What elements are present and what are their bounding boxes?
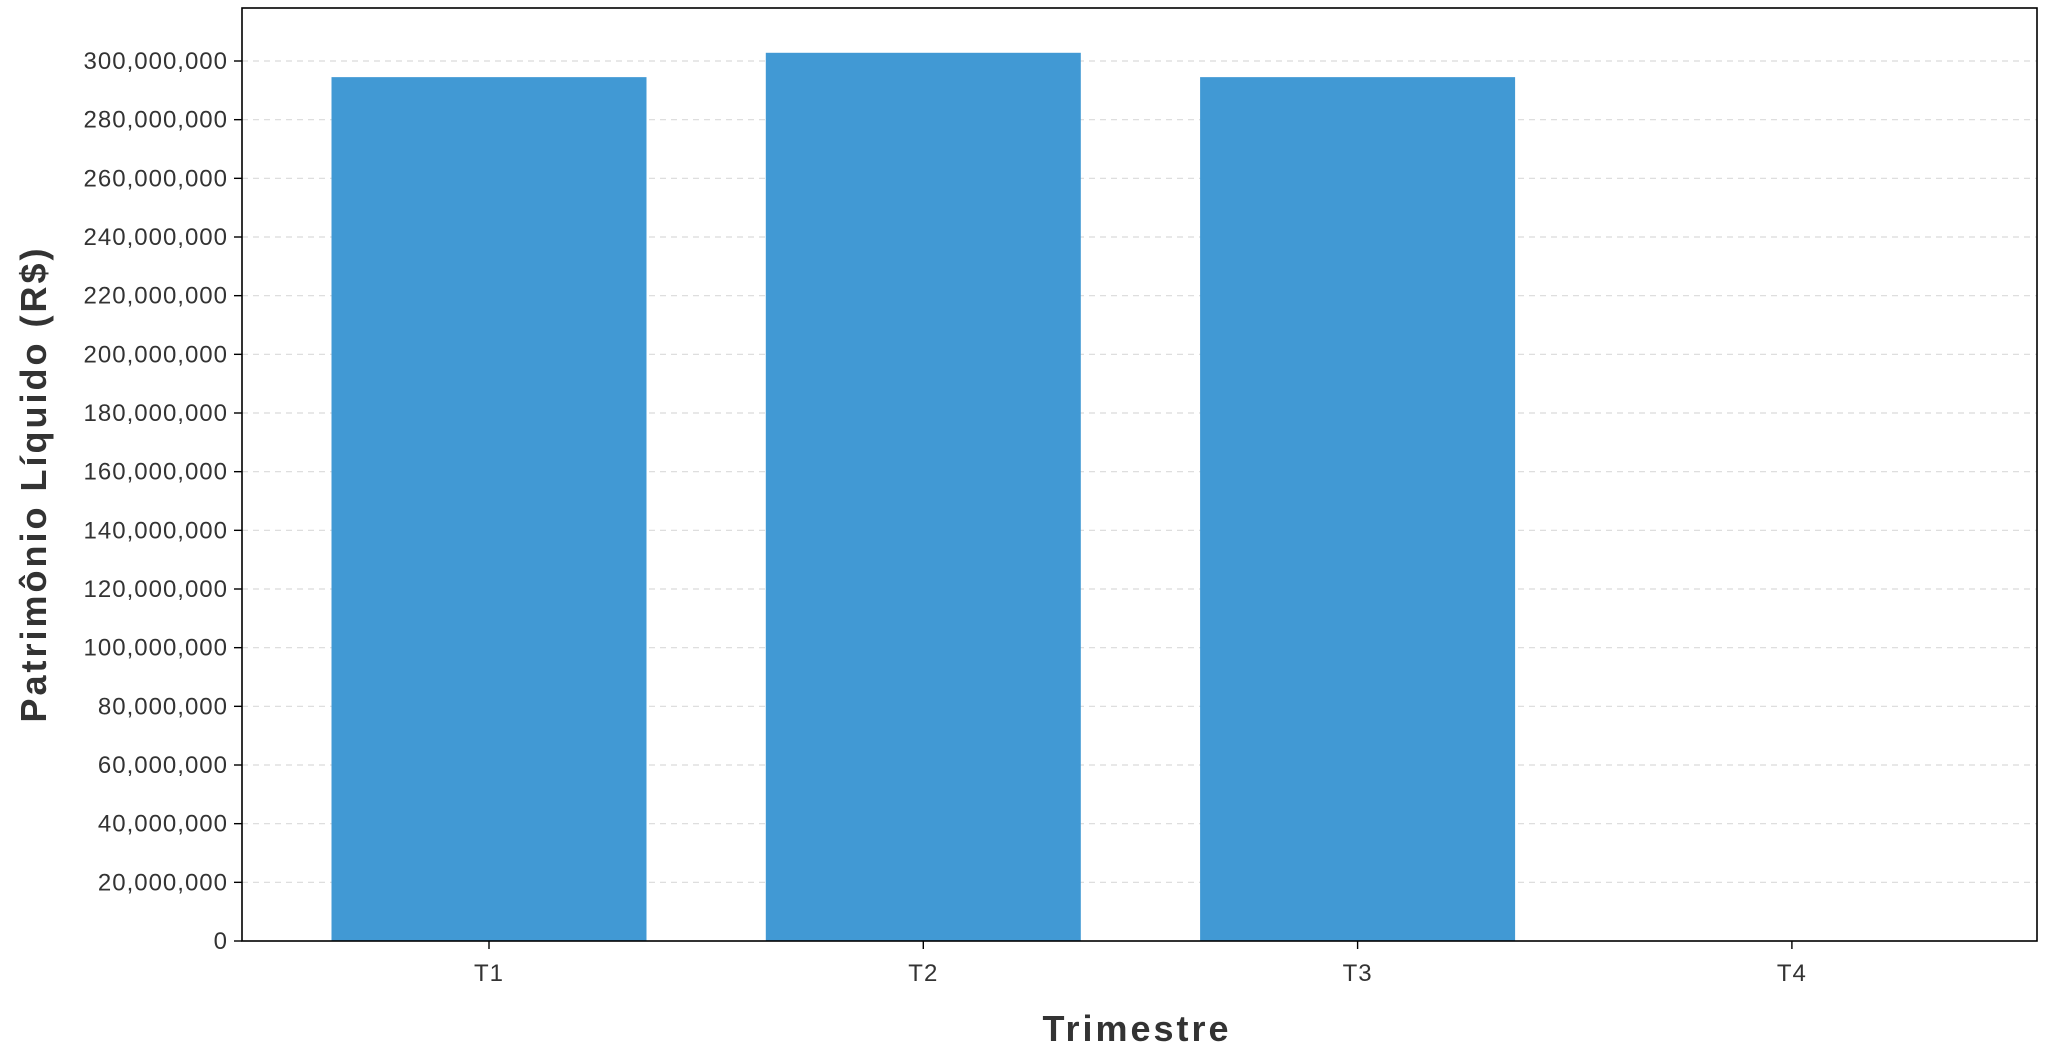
y-tick-label: 60,000,000 [98,752,228,779]
y-tick-label: 200,000,000 [84,341,228,368]
y-tick-label: 180,000,000 [84,400,228,427]
y-tick-label: 80,000,000 [98,693,228,720]
ticks: 0 20,000,000 40,000,000 60,000,000 80,000,00… [84,48,1807,987]
y-tick-label: 120,000,000 [84,576,228,603]
bar-t3 [1200,77,1516,942]
bar-t2 [765,52,1081,941]
y-tick-label: 240,000,000 [84,224,228,251]
y-tick-label: 160,000,000 [84,459,228,486]
plot-frame [241,7,2038,942]
y-tick-label: 100,000,000 [84,635,228,662]
y-tick-label: 20,000,000 [98,869,228,896]
y-tick-label: 40,000,000 [98,811,228,838]
bars [331,52,1516,942]
x-tick-label: T1 [474,960,504,987]
x-axis-title: Trimestre [1042,1008,1231,1049]
x-tick-label: T4 [1777,960,1807,987]
y-tick-label: 0 [214,928,228,955]
y-tick-label: 260,000,000 [84,165,228,192]
x-tick-label: T2 [908,960,938,987]
x-tick-label: T3 [1343,960,1373,987]
bar-t1 [331,77,647,942]
y-tick-label: 280,000,000 [84,107,228,134]
y-tick-label: 140,000,000 [84,517,228,544]
y-tick-label: 300,000,000 [84,48,228,75]
y-axis-title: Patrimônio Líquido (R$) [13,246,54,723]
y-tick-label: 220,000,000 [84,283,228,310]
